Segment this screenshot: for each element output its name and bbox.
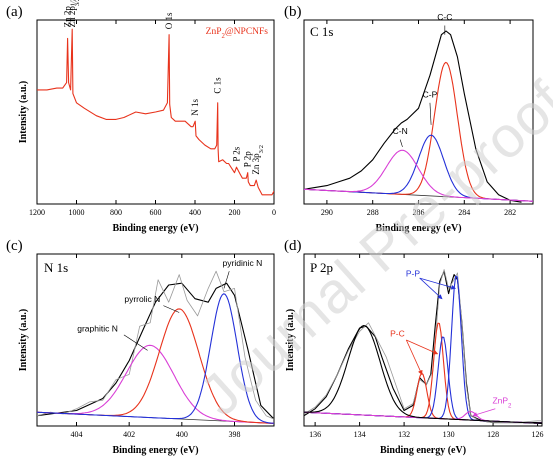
- peak-label: P 2p: [243, 151, 253, 167]
- peak-label: C 1s: [213, 77, 223, 94]
- leader-line: [399, 139, 403, 148]
- x-tick-label: 400: [176, 430, 188, 439]
- legend-text: ZnP2@NPCNFs: [206, 27, 269, 40]
- x-axis-label: Binding energy (eV): [112, 223, 198, 234]
- panel-label: (b): [284, 4, 302, 20]
- annotation-arrow: [419, 277, 457, 290]
- x-tick-label: 600: [150, 208, 162, 217]
- x-tick-label: 402: [123, 430, 135, 439]
- peak-label: P-C: [390, 329, 405, 339]
- x-tick-label: 1000: [69, 208, 85, 217]
- panel-label: (a): [6, 4, 23, 20]
- panel-a: 1200 1000 800 600 400 200 0 Binding energy (eV)…: [6, 0, 276, 234]
- annotation-arrow: [419, 277, 443, 300]
- leader-line: [123, 334, 148, 351]
- panel-title: P 2p: [310, 260, 333, 275]
- peak-label: pyrrolic N: [124, 294, 160, 304]
- x-tick-label: 404: [71, 430, 83, 439]
- panel-title: C 1s: [310, 24, 333, 39]
- x-tick-label: 800: [110, 208, 122, 217]
- x-tick-label: 284: [458, 208, 470, 217]
- series-group: [37, 28, 274, 196]
- peak-label: pyridinic N: [223, 258, 263, 268]
- series-line-pyridinic-n: [37, 293, 274, 424]
- series-line-pyrrolic-n: [37, 308, 274, 424]
- x-tick-label: 126: [532, 430, 544, 439]
- plot-frame: [303, 19, 534, 205]
- x-tick-label: 400: [189, 208, 201, 217]
- x-axis-label: Binding energy (eV): [380, 445, 466, 456]
- series-line-c-n: [304, 149, 533, 202]
- x-tick-label: 130: [443, 430, 455, 439]
- y-axis-label: Intensity (a.u.): [285, 309, 296, 372]
- series-line-graphitic-n: [37, 344, 274, 424]
- leader-line: [163, 305, 180, 313]
- x-tick-label: 288: [367, 208, 379, 217]
- panel-label: (d): [284, 238, 302, 254]
- y-axis-label: Intensity (a.u.): [18, 309, 29, 372]
- series-line-p-p-2p1-2: [304, 336, 542, 424]
- peak-label: ZnP2: [492, 396, 512, 410]
- series-line-c-c: [304, 61, 533, 202]
- peak-label: graphitic N: [77, 323, 118, 333]
- x-tick-label: 286: [413, 208, 425, 217]
- leader-line: [223, 271, 230, 289]
- annotation-arrow: [472, 408, 496, 417]
- series-line-p-o: [304, 325, 542, 424]
- peak-label: P-P: [406, 268, 421, 278]
- leader-line: [429, 102, 432, 125]
- series-line-p-c-2p3-2: [304, 322, 542, 424]
- panel-b: 290 288 286 284 282 Binding energy (eV) (b) C 1…: [284, 4, 534, 234]
- peak-label: N 1s: [190, 98, 200, 115]
- panel-title: N 1s: [44, 260, 68, 275]
- panel-d: 136 134 132 130 128 126 Binding energy (eV) Int…: [284, 238, 544, 456]
- peak-label: C-P: [423, 89, 438, 99]
- x-tick-label: 282: [504, 208, 516, 217]
- panel-label: (c): [6, 238, 23, 254]
- series-line-raw: [37, 270, 274, 420]
- x-tick-label: 200: [229, 208, 241, 217]
- x-tick-label: 136: [309, 430, 321, 439]
- peak-label: C-N: [393, 126, 408, 136]
- x-tick-label: 128: [487, 430, 499, 439]
- x-tick-label: 1200: [29, 208, 45, 217]
- series-group: [304, 30, 533, 203]
- panel-c: 404 402 400 398 Binding energy (eV) Intensity…: [6, 238, 275, 456]
- x-tick-label: 134: [354, 430, 366, 439]
- series-group: [37, 270, 274, 424]
- series-line: [37, 28, 274, 196]
- peak-label: C-C: [437, 12, 452, 22]
- peak-label: O 1s: [164, 12, 174, 29]
- peak-label: Zn 3p3/2: [251, 145, 265, 175]
- x-tick-label: 0: [272, 208, 276, 217]
- x-tick-label: 290: [321, 208, 333, 217]
- annotation-arrow: [405, 339, 423, 376]
- peak-label: P 2s: [231, 146, 241, 161]
- plot-frame: [36, 253, 275, 427]
- annotation-arrow: [406, 339, 439, 355]
- series-line: [304, 30, 522, 203]
- x-tick-label: 132: [398, 430, 410, 439]
- x-axis-label: Binding energy (eV): [375, 223, 461, 234]
- x-tick-label: 398: [229, 430, 241, 439]
- plot-frame: [303, 253, 543, 427]
- y-axis-label: Intensity (a.u.): [18, 81, 29, 144]
- x-axis-label: Binding energy (eV): [112, 445, 198, 456]
